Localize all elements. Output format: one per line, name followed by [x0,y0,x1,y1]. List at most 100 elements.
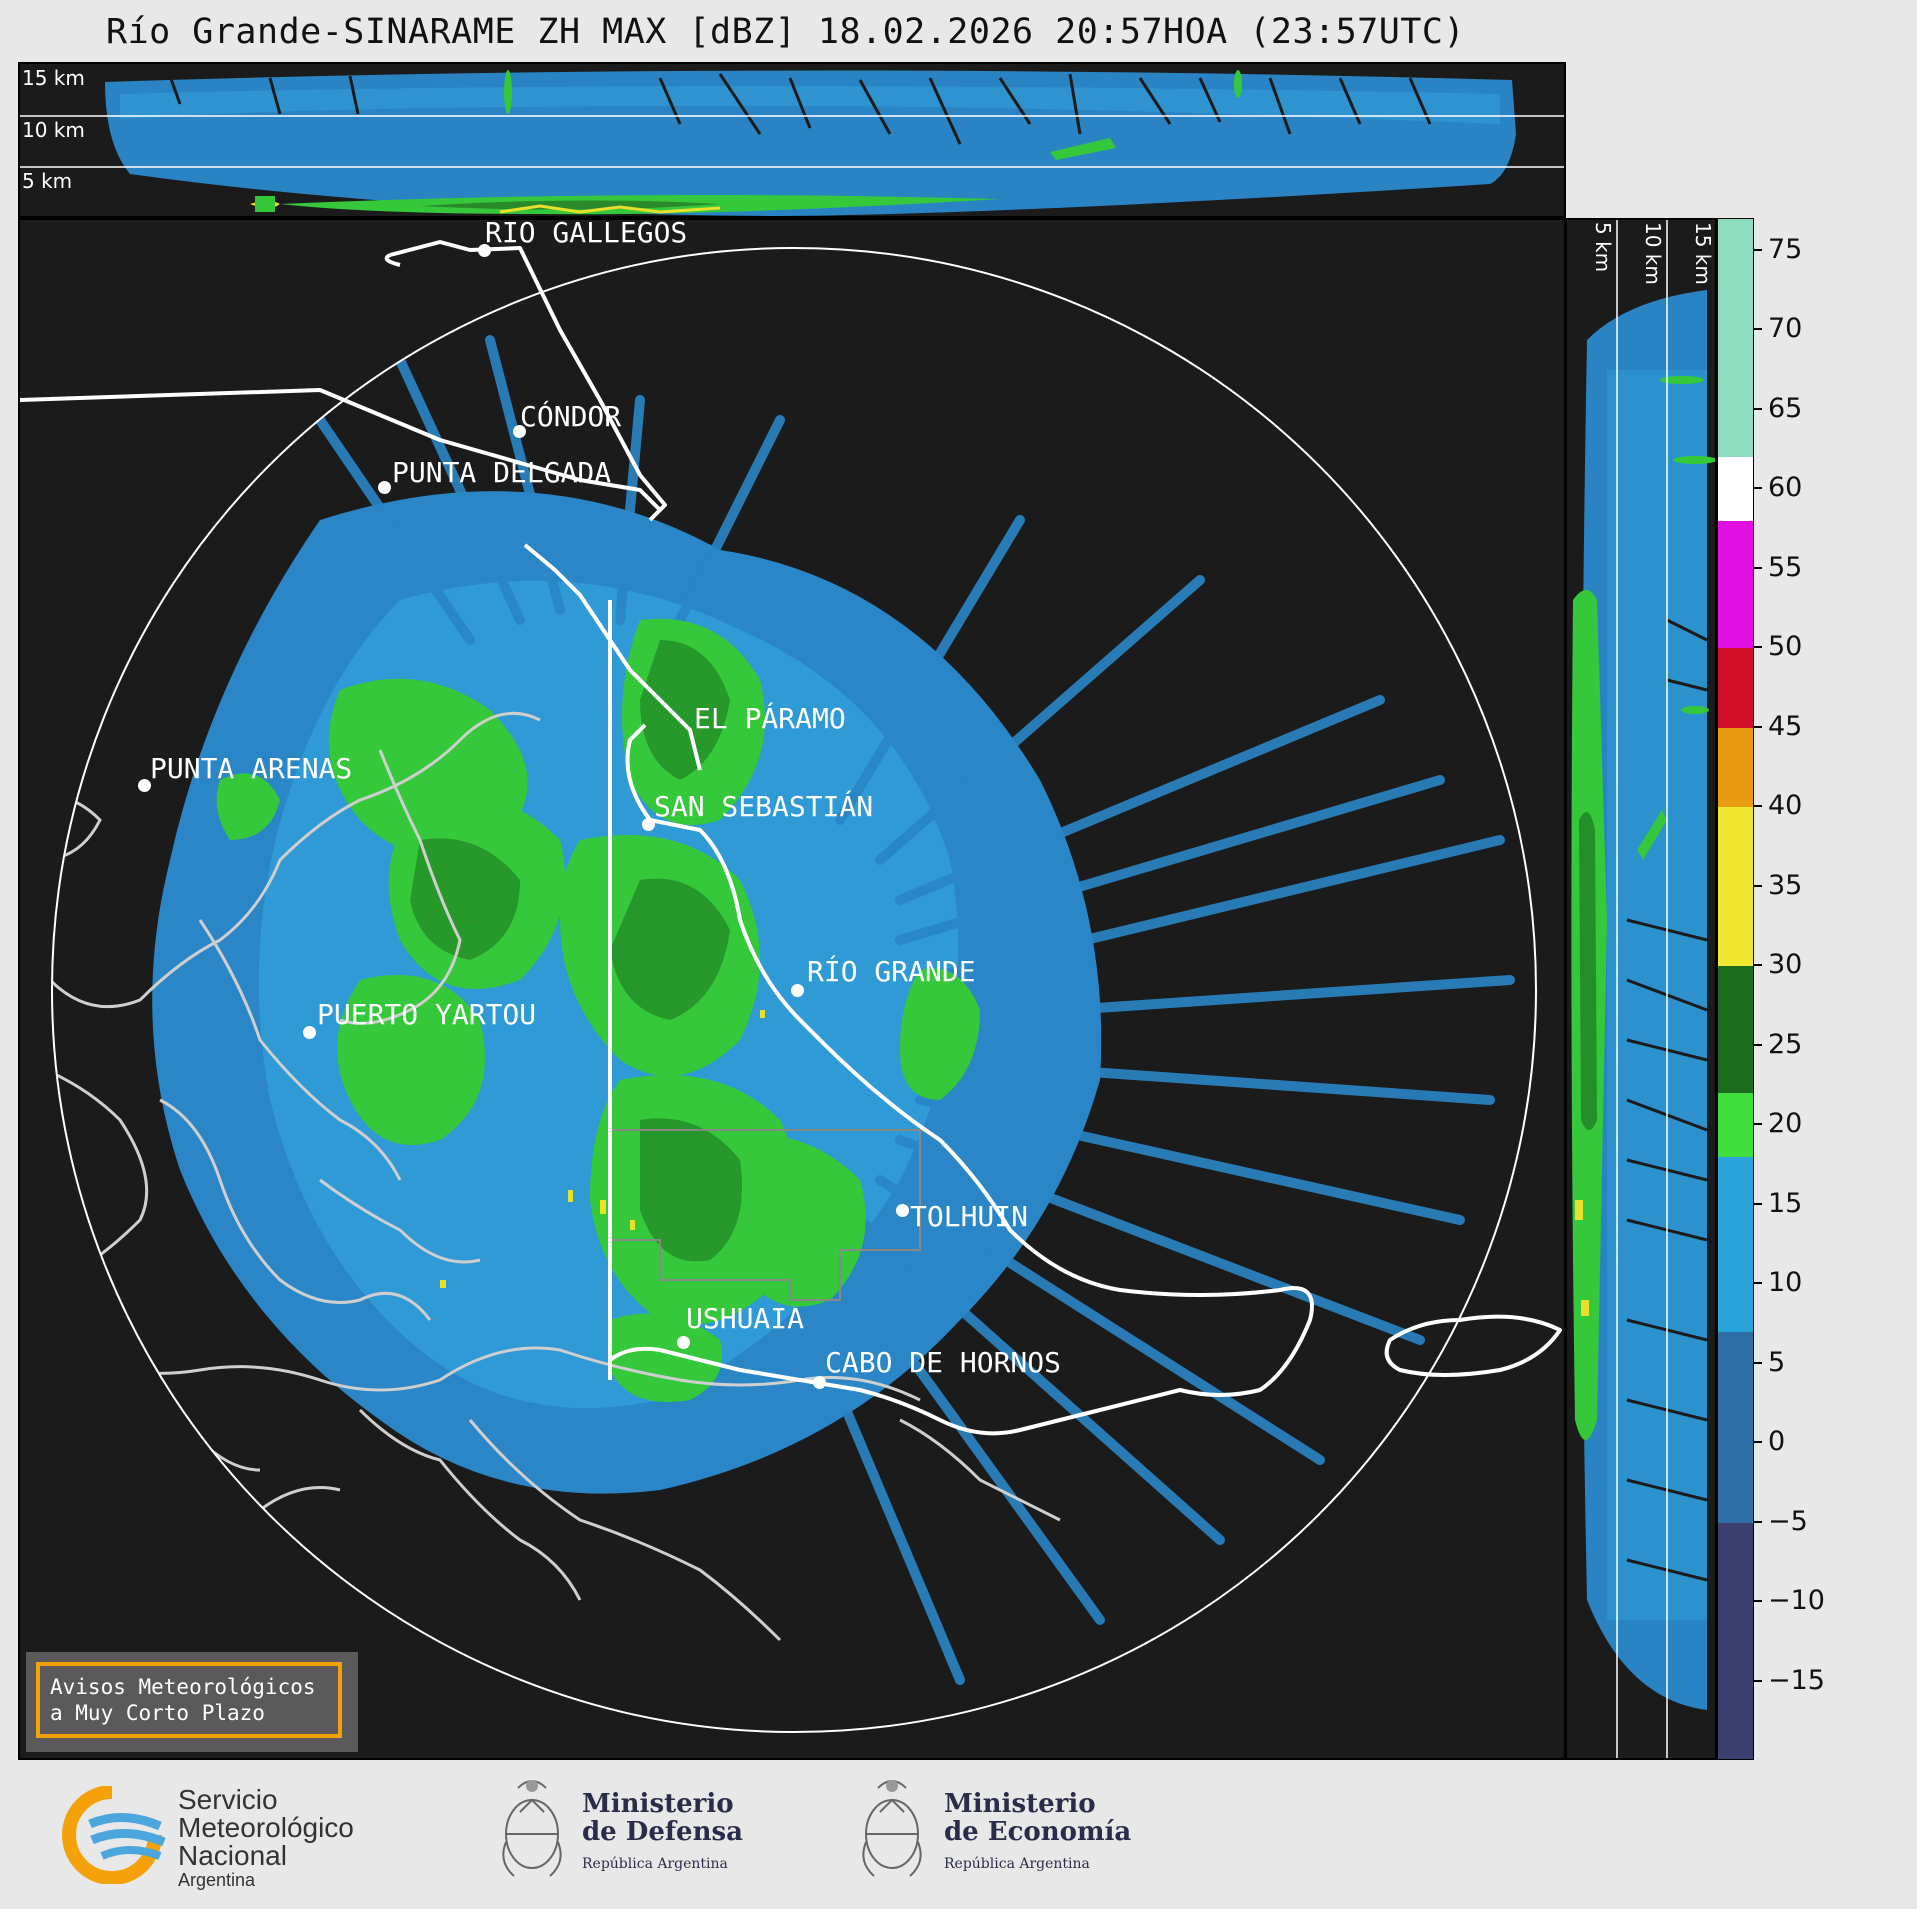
colorbar-tick [1754,1123,1762,1126]
colorbar-tick [1754,566,1762,569]
defensa-line-1: Ministerio [582,1789,734,1819]
top-cross-section-echo [20,70,1564,216]
height-label-15km: 15 km [22,66,85,90]
colorbar-tick [1754,328,1762,331]
aviso-badge[interactable]: Avisos Meteorológicos a Muy Corto Plazo [26,1652,358,1752]
city-label-cabo-de-hornos: CABO DE HORNOS [825,1346,1062,1379]
colorbar-tick-label: 20 [1768,1108,1803,1140]
aviso-line-2: a Muy Corto Plazo [50,1701,265,1725]
city-dot [791,984,804,997]
colorbar-tick [1754,725,1762,728]
colorbar-tick [1754,1043,1762,1046]
colorbar-band [1718,1522,1753,1759]
colorbar-tick-label: 50 [1768,631,1803,663]
colorbar-band [1718,807,1753,967]
height-label-10km: 10 km [22,118,85,142]
colorbar-tick-label: 70 [1768,313,1803,345]
side-cross-section: 5 km 10 km 15 km [1565,218,1717,1760]
colorbar-tick [1754,407,1762,410]
city-dot [378,481,391,494]
city-label-condor: CÓNDOR [520,400,622,433]
escudo-defensa-icon [502,1780,562,1877]
economia-line-1: Ministerio [944,1789,1096,1819]
colorbar-band [1718,521,1753,649]
colorbar-tick-label: 35 [1768,869,1803,901]
colorbar-tick-label: −15 [1768,1664,1825,1696]
colorbar-band [1718,727,1753,808]
economia-line-2: de Economía [944,1817,1132,1847]
smn-line-2: Meteorológico [178,1812,354,1843]
city-label-tolhuin: TOLHUIN [910,1200,1029,1233]
city-dot [677,1336,690,1349]
colorbar-tick [1754,805,1762,808]
colorbar-tick [1754,248,1762,251]
radar-echo-field [20,240,1562,1733]
defensa-text: Ministerio de Defensa [582,1790,743,1846]
colorbar-tick-label: −10 [1768,1585,1825,1617]
colorbar-tick-label: 55 [1768,551,1803,583]
colorbar-tick-label: 75 [1768,233,1803,265]
city-dot [303,1026,316,1039]
colorbar-band [1718,1093,1753,1157]
city-label-punta-delgada: PUNTA DELGADA [392,456,612,489]
colorbar-band [1718,648,1753,728]
colorbar-tick [1754,646,1762,649]
smn-logo-text: Servicio Meteorológico Nacional Argentin… [178,1786,354,1891]
colorbar-band [1718,457,1753,522]
defensa-sub: República Argentina [582,1856,728,1872]
colorbar-tick [1754,1282,1762,1285]
side-cross-section-echo [1571,220,1715,1758]
side-height-label-5km: 5 km [1591,222,1615,273]
chart-title: Río Grande-SINARAME ZH MAX [dBZ] 18.02.2… [106,12,1466,52]
colorbar-tick-label: 10 [1768,1267,1803,1299]
city-label-puerto-yartou: PUERTO YARTOU [317,998,537,1031]
colorbar-tick-label: 45 [1768,710,1803,742]
colorbar-tick [1754,1520,1762,1523]
city-label-el-paramo: EL PÁRAMO [694,702,846,735]
city-dot [813,1376,826,1389]
colorbar-tick-label: 25 [1768,1028,1803,1060]
colorbar-tick-label: 0 [1768,1426,1786,1458]
smn-line-3: Nacional [178,1840,287,1871]
top-cross-section: 15 km 10 km 5 km [18,62,1566,218]
colorbar-tick [1754,884,1762,887]
colorbar-band [1718,1331,1753,1523]
radar-map: RÍO GALLEGOS CÓNDOR PUNTA DELGADA EL PÁR… [18,218,1566,1760]
colorbar-tick-label: 60 [1768,472,1803,504]
colorbar-tick-label: 5 [1768,1346,1786,1378]
colorbar-tick-label: 30 [1768,949,1803,981]
colorbar-band [1718,1156,1753,1332]
aviso-line-1: Avisos Meteorológicos [50,1675,316,1699]
colorbar-band [1718,966,1753,1094]
colorbar-tick-label: −5 [1768,1505,1808,1537]
city-label-ushuaia: USHUAIA [686,1302,805,1335]
city-label-rio-grande: RÍO GRANDE [807,955,976,988]
city-dot [896,1204,909,1217]
side-height-label-10km: 10 km [1641,222,1665,285]
economia-text: Ministerio de Economía [944,1790,1131,1846]
city-dot [642,818,655,831]
height-label-5km: 5 km [22,169,73,193]
colorbar-tick [1754,1441,1762,1444]
smn-line-4: Argentina [178,1870,256,1890]
city-dot [513,425,526,438]
colorbar-tick [1754,1679,1762,1682]
colorbar-band [1718,219,1753,458]
colorbar-tick [1754,1361,1762,1364]
colorbar-tick [1754,1202,1762,1205]
city-label-rio-gallegos: RÍO GALLEGOS [485,218,688,249]
economia-sub: República Argentina [944,1856,1090,1872]
dbz-colorbar [1717,218,1754,1760]
city-dot [478,244,491,257]
side-height-label-15km: 15 km [1691,222,1715,285]
defensa-line-2: de Defensa [582,1817,743,1847]
city-dot [138,779,151,792]
colorbar-tick-label: 15 [1768,1187,1803,1219]
escudo-economia-icon [862,1780,922,1877]
city-label-punta-arenas: PUNTA ARENAS [150,752,353,785]
colorbar-tick [1754,1600,1762,1603]
colorbar-tick [1754,487,1762,490]
colorbar-tick-label: 65 [1768,392,1803,424]
city-label-san-sebastian: SAN SEBASTIÁN [654,790,874,823]
smn-logo-icon [62,1786,166,1884]
